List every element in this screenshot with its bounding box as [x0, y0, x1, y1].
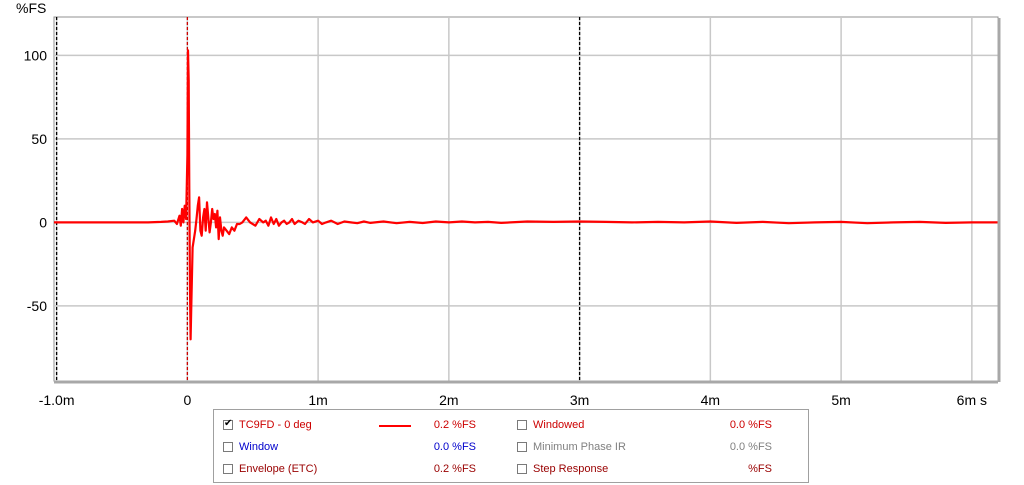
x-tick-label: 3m [570, 392, 589, 408]
legend-item-name: Minimum Phase IR [533, 441, 626, 453]
x-tick-label: 5m [831, 392, 850, 408]
x-tick-label: 1m [308, 392, 327, 408]
legend-checkbox[interactable] [517, 420, 527, 430]
x-tick-label: -1.0m [39, 392, 75, 408]
legend-checkbox[interactable] [223, 464, 233, 474]
legend-checkbox[interactable] [517, 442, 527, 452]
legend-item-value: %FS [748, 463, 772, 475]
y-tick-label: 100 [24, 47, 48, 63]
legend-item-name: Window [239, 441, 279, 453]
impulse-response-chart[interactable]: -1.0m 0 1m 2m 3m 4m 5m 6m s 100 50 0 -50 %FS [0, 0, 1024, 408]
legend-item-value: 0.2 %FS [433, 419, 476, 431]
legend-checkbox[interactable] [223, 442, 233, 452]
legend-item-name: Windowed [533, 419, 585, 431]
legend-checkbox[interactable] [223, 418, 233, 430]
y-axis-label: %FS [16, 0, 46, 16]
legend-swatch [379, 425, 411, 427]
y-tick-label: 0 [39, 214, 47, 230]
series-line [54, 49, 998, 341]
legend-row: TC9FD - 0 deg 0.2 %FS Windowed 0.0 %FS [214, 417, 808, 435]
legend-item-value: 0.2 %FS [433, 463, 476, 475]
legend-item-name: Envelope (ETC) [239, 463, 318, 475]
x-tick-label: 2m [439, 392, 458, 408]
legend-item-name: TC9FD - 0 deg [239, 419, 312, 431]
x-tick-label: 0 [183, 392, 191, 408]
x-tick-label: 6m s [957, 392, 987, 408]
legend-row: Envelope (ETC) 0.2 %FS Step Response %FS [214, 461, 808, 479]
y-tick-label: -50 [27, 298, 47, 314]
legend-row: Window 0.0 %FS Minimum Phase IR 0.0 %FS [214, 439, 808, 457]
legend-checkbox[interactable] [517, 464, 527, 474]
series-group [54, 49, 998, 341]
y-tick-label: 50 [31, 131, 47, 147]
legend-item-name: Step Response [533, 463, 609, 475]
legend-item-value: 0.0 %FS [729, 419, 772, 431]
legend-item-value: 0.0 %FS [729, 441, 772, 453]
tick-labels: -1.0m 0 1m 2m 3m 4m 5m 6m s 100 50 0 -50 [24, 47, 987, 408]
legend-item-value: 0.0 %FS [433, 441, 476, 453]
plot-area[interactable] [53, 16, 999, 382]
x-tick-label: 4m [701, 392, 720, 408]
